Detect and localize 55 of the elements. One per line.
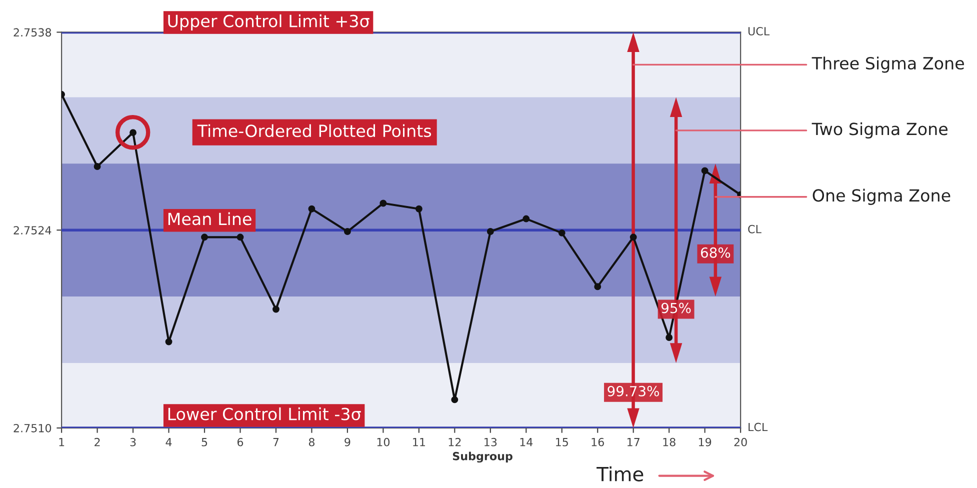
x-tick-label: 5	[202, 438, 208, 446]
point	[666, 334, 673, 341]
band-label: Two Sigma Zone	[812, 122, 948, 139]
x-tick-label: 11	[413, 438, 425, 446]
x-axis-title: Subgroup	[452, 452, 512, 463]
y-tick-label: 2.7524	[14, 226, 52, 234]
x-tick-label: 8	[308, 438, 314, 446]
x-tick-label: 18	[663, 438, 676, 446]
x-tick-label: 3	[130, 438, 136, 446]
point	[201, 234, 208, 241]
x-tick-label: 4	[166, 438, 172, 446]
point	[272, 306, 280, 313]
y-tick-label: 2.7510	[14, 424, 52, 432]
text: CL	[748, 224, 762, 234]
x-tick-label: 9	[344, 438, 350, 446]
x-tick-label: 6	[237, 438, 244, 446]
point	[380, 200, 387, 207]
point	[415, 205, 422, 212]
x-tick-label: 14	[520, 438, 533, 446]
x-tick-label: 12	[448, 438, 461, 446]
point	[486, 228, 494, 235]
annotation: 68%	[700, 247, 730, 258]
text: UCL	[748, 27, 770, 36]
x-tick-label: 1	[59, 438, 64, 446]
x-tick-label: 16	[592, 438, 604, 446]
point	[94, 163, 101, 170]
point	[165, 338, 172, 346]
point	[236, 234, 244, 241]
point	[522, 215, 530, 222]
ref-line-label: Upper Control Limit +3σ	[168, 14, 370, 31]
x-tick-label: 15	[556, 438, 568, 446]
x-tick-label: 19	[698, 438, 712, 446]
band-label: One Sigma Zone	[812, 188, 950, 205]
point	[701, 167, 708, 174]
text: LCL	[748, 422, 768, 432]
ref-line-label: Lower Control Limit -3σ	[168, 407, 361, 420]
x-tick-label: 2	[94, 438, 100, 446]
x-tick-label: 20	[734, 438, 747, 446]
annotation: Time-Ordered Plotted Points	[197, 124, 432, 138]
x-tick-label: 7	[273, 438, 279, 446]
band-label: Three Sigma Zone	[812, 56, 964, 73]
y-tick-label: 2.7538	[14, 28, 52, 37]
point	[308, 205, 316, 212]
ref-line-label: Mean Line	[168, 212, 252, 226]
point	[558, 229, 566, 236]
point	[451, 396, 458, 404]
x-tick-label: 10	[377, 438, 390, 446]
annotation: 99.73%	[608, 386, 659, 396]
point	[594, 283, 602, 290]
point	[344, 228, 351, 235]
annotation: 95%	[662, 302, 691, 314]
point	[630, 234, 637, 241]
x-tick-label: 13	[484, 438, 497, 446]
x-tick-label: 17	[628, 438, 640, 446]
text: Time	[596, 466, 644, 482]
